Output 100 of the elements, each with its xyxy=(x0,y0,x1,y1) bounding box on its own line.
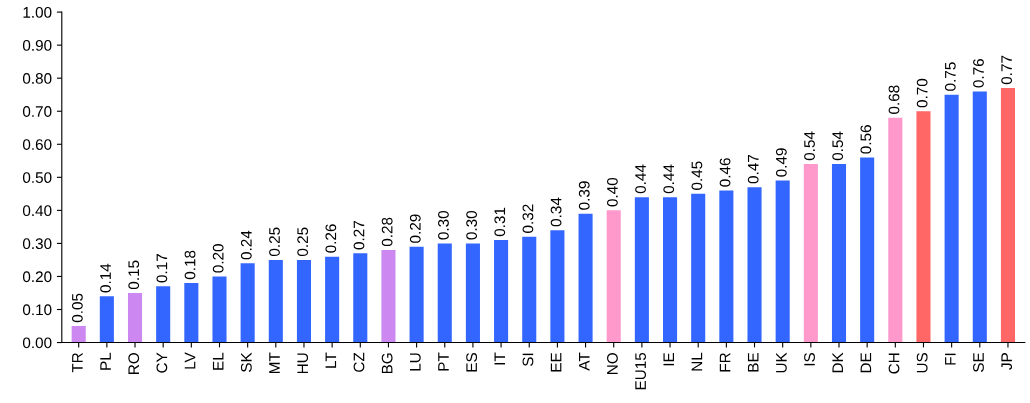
x-tick-label: FR xyxy=(719,352,731,372)
bar xyxy=(803,164,818,343)
x-tick-label: NL xyxy=(691,352,703,371)
bar xyxy=(325,256,340,343)
bar xyxy=(296,259,312,343)
bar xyxy=(437,243,452,343)
x-tick-label: LU xyxy=(410,353,421,371)
data-label: 0.75 xyxy=(944,62,956,91)
data-label: 0.31 xyxy=(494,207,506,237)
bar xyxy=(184,283,199,343)
bar xyxy=(691,193,706,343)
data-label: 0.05 xyxy=(71,293,83,323)
x-tick-label: PT xyxy=(438,352,449,371)
x-tick-label: PL xyxy=(100,352,111,370)
x-tick-label: LV xyxy=(184,352,196,369)
y-tick-label: 0.70 xyxy=(22,106,52,117)
bar xyxy=(494,240,509,343)
x-tick-label: CH xyxy=(888,353,900,374)
y-tick-label: 0.20 xyxy=(22,271,52,283)
x-tick-label: LT xyxy=(325,352,337,368)
data-label: 0.28 xyxy=(381,217,393,247)
data-label: 0.25 xyxy=(269,227,280,257)
y-tick-label: 0.10 xyxy=(22,304,52,316)
x-tick-label: BG xyxy=(381,353,393,374)
data-label: 0.40 xyxy=(607,177,618,207)
data-label: 0.49 xyxy=(775,148,787,177)
data-label: 0.46 xyxy=(719,158,731,187)
data-label: 0.24 xyxy=(240,230,252,260)
bar xyxy=(831,164,847,343)
data-label: 0.54 xyxy=(804,131,815,161)
y-tick-label: 0.50 xyxy=(22,172,52,184)
data-label: 0.15 xyxy=(128,260,140,290)
bar xyxy=(156,286,171,343)
bar xyxy=(944,94,959,343)
data-label: 0.34 xyxy=(550,197,562,227)
x-tick-label: EL xyxy=(212,352,224,370)
data-label: 0.54 xyxy=(832,131,844,161)
bar xyxy=(916,111,931,343)
data-label: 0.30 xyxy=(466,210,478,240)
data-label: 0.26 xyxy=(325,224,337,253)
data-label: 0.39 xyxy=(578,181,590,210)
bar xyxy=(522,236,537,343)
data-label: 0.32 xyxy=(522,204,534,233)
y-tick-label: 0.00 xyxy=(22,337,52,349)
x-tick-label: RO xyxy=(128,353,140,374)
bar xyxy=(1000,88,1015,343)
y-tick-label: 0.90 xyxy=(22,40,52,51)
bar xyxy=(268,259,283,343)
data-label: 0.56 xyxy=(860,125,872,154)
y-tick-label: 0.30 xyxy=(22,238,52,250)
y-tick-label: 0.80 xyxy=(22,73,52,84)
x-tick-label: SK xyxy=(240,352,252,372)
bar xyxy=(71,326,86,343)
bar xyxy=(634,197,649,343)
bar xyxy=(775,180,790,343)
x-tick-label: FI xyxy=(945,353,956,365)
bar xyxy=(578,213,593,343)
data-label: 0.29 xyxy=(409,214,421,243)
bar xyxy=(860,157,875,343)
bar xyxy=(381,250,396,343)
x-tick-label: DE xyxy=(860,352,872,373)
x-tick-label: JP xyxy=(1001,353,1013,370)
data-label: 0.20 xyxy=(212,244,224,273)
data-label: 0.27 xyxy=(353,221,365,250)
data-label: 0.25 xyxy=(297,227,309,257)
bar xyxy=(606,210,621,343)
x-tick-label: AT xyxy=(579,352,590,371)
y-tick-label: 0.60 xyxy=(22,139,52,150)
x-tick-label: DK xyxy=(832,352,843,373)
bar xyxy=(550,230,565,343)
x-tick-label: IT xyxy=(494,352,506,365)
x-tick-label: US xyxy=(916,352,928,373)
bar xyxy=(663,197,678,343)
data-label: 0.70 xyxy=(916,78,928,108)
x-tick-label: IE xyxy=(663,352,674,366)
x-tick-label: CY xyxy=(156,352,168,373)
x-tick-label: SE xyxy=(973,352,984,372)
bar xyxy=(99,296,114,343)
bar xyxy=(465,243,480,343)
bar xyxy=(409,246,424,343)
y-tick-label: 1.00 xyxy=(23,6,52,18)
data-label: 0.44 xyxy=(635,164,646,194)
y-tick-label: 0.40 xyxy=(22,205,52,217)
x-tick-label: MT xyxy=(269,352,280,374)
data-label: 0.30 xyxy=(438,210,449,240)
data-label: 0.14 xyxy=(100,263,111,293)
data-label: 0.18 xyxy=(184,250,196,280)
data-label: 0.76 xyxy=(973,59,984,88)
data-label: 0.17 xyxy=(156,254,168,283)
bar xyxy=(747,187,762,343)
x-tick-label: UK xyxy=(776,352,787,373)
x-tick-label: NO xyxy=(607,353,618,374)
x-tick-label: CZ xyxy=(353,352,365,372)
bar xyxy=(353,253,368,343)
bar xyxy=(240,263,255,343)
bar xyxy=(972,91,987,343)
x-tick-label: HU xyxy=(297,353,309,374)
x-tick-label: IS xyxy=(804,352,815,366)
bar xyxy=(888,117,903,343)
x-tick-label: EU15 xyxy=(635,352,646,390)
